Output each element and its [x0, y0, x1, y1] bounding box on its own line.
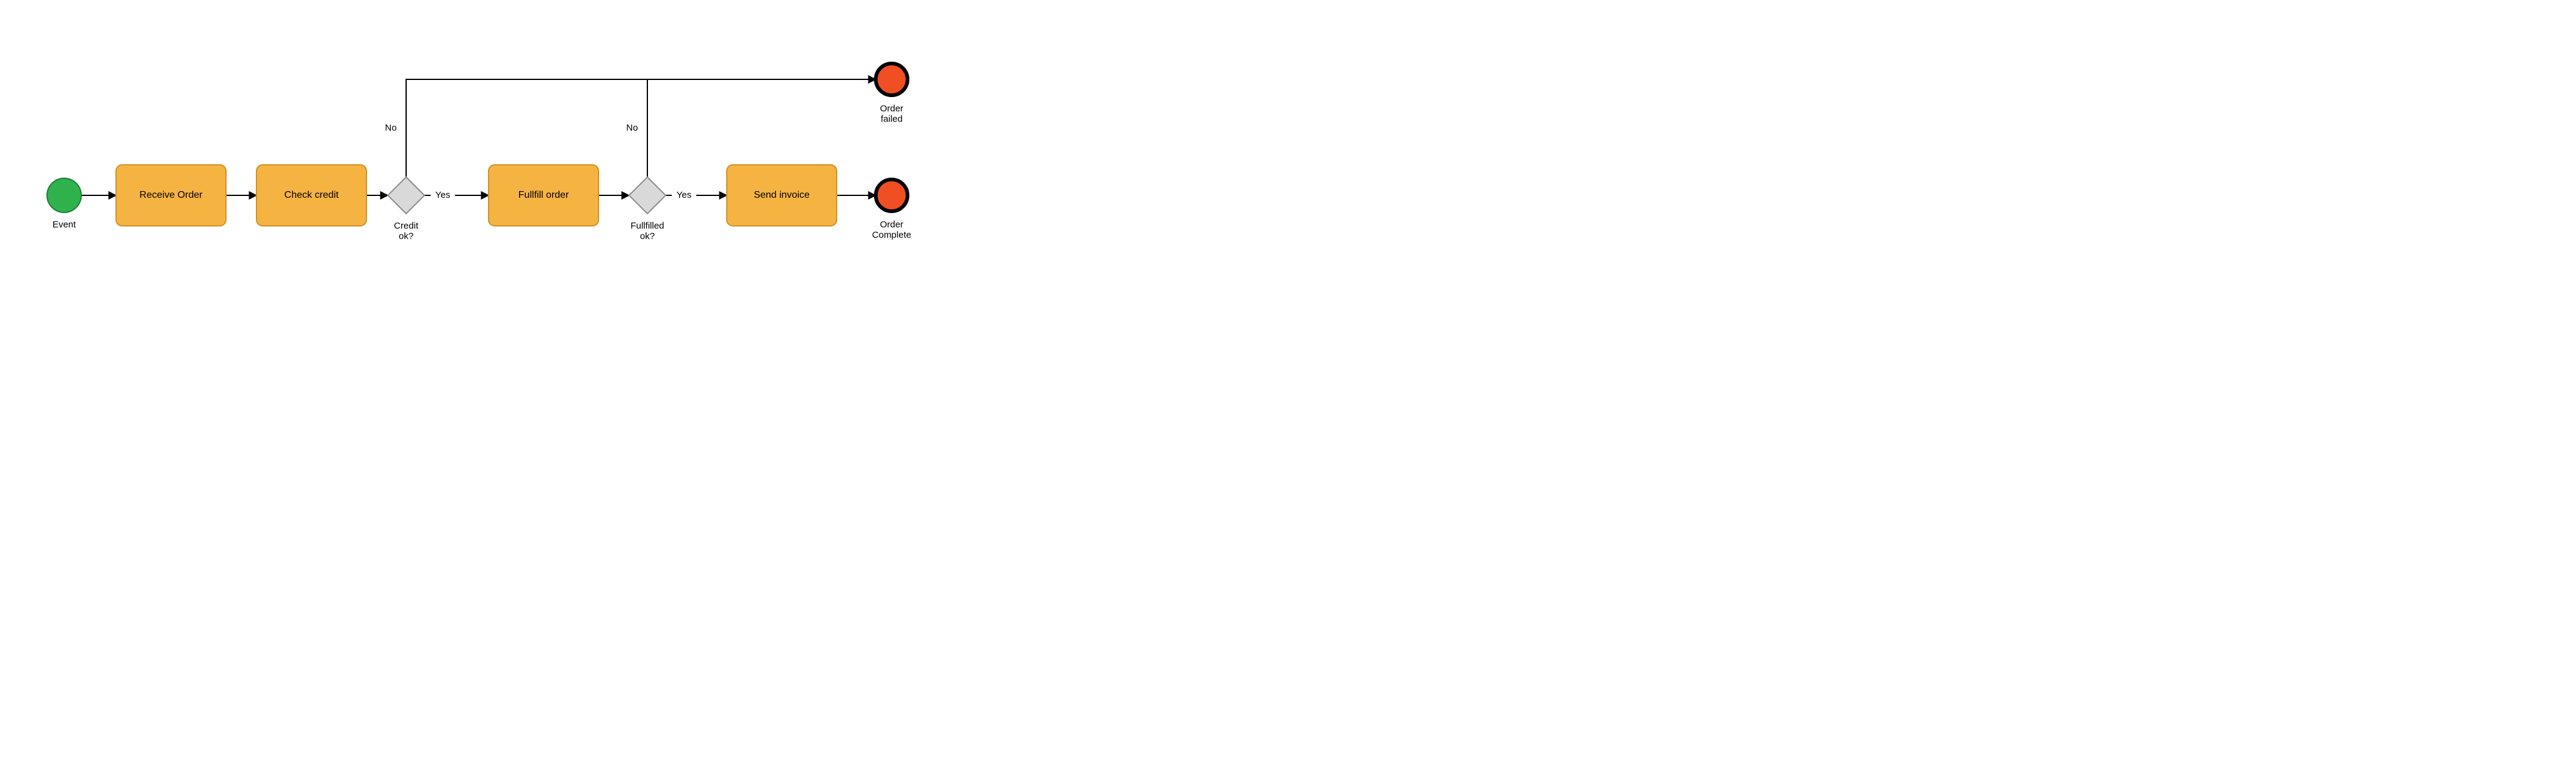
- end-event-end_ok: [876, 179, 908, 211]
- edge-label-g2-t4: Yes: [677, 190, 691, 200]
- node-t2: Check credit: [257, 165, 366, 226]
- node-t4: Send invoice: [727, 165, 837, 226]
- svg-text:Order: Order: [880, 103, 903, 114]
- svg-text:Check credit: Check credit: [285, 190, 339, 200]
- svg-text:Credit: Credit: [394, 220, 419, 231]
- node-end_ok: OrderComplete: [872, 179, 911, 240]
- svg-text:Event: Event: [53, 219, 76, 230]
- gateway-g2: [629, 177, 666, 214]
- gateway-g1: [388, 177, 424, 214]
- node-g2: Fullfilledok?: [629, 177, 666, 241]
- svg-text:ok?: ok?: [399, 231, 413, 241]
- edge-label-g1-t3: Yes: [435, 190, 450, 200]
- svg-text:ok?: ok?: [640, 231, 655, 241]
- node-start: Event: [47, 178, 81, 230]
- node-t1: Receive Order: [116, 165, 226, 226]
- svg-text:Fullfill order: Fullfill order: [518, 190, 569, 200]
- svg-text:Send invoice: Send invoice: [754, 190, 810, 200]
- node-t3: Fullfill order: [489, 165, 599, 226]
- svg-text:Fullfilled: Fullfilled: [630, 220, 664, 231]
- edge-label-g2-end_fail: No: [626, 123, 638, 133]
- svg-text:Complete: Complete: [872, 230, 911, 240]
- flowchart-canvas: Yes Yes No No Event Receive Order Check credit…: [0, 0, 953, 284]
- end-event-end_fail: [876, 63, 908, 95]
- nodes-layer: EventReceive OrderCheck creditCreditok?F…: [47, 63, 911, 241]
- start-event-start: [47, 178, 81, 212]
- svg-text:Receive Order: Receive Order: [139, 190, 203, 200]
- node-g1: Creditok?: [388, 177, 424, 241]
- svg-text:Order: Order: [880, 219, 903, 230]
- node-end_fail: Orderfailed: [876, 63, 908, 124]
- edge-label-g1-end_fail: No: [385, 123, 396, 133]
- svg-text:failed: failed: [881, 114, 903, 124]
